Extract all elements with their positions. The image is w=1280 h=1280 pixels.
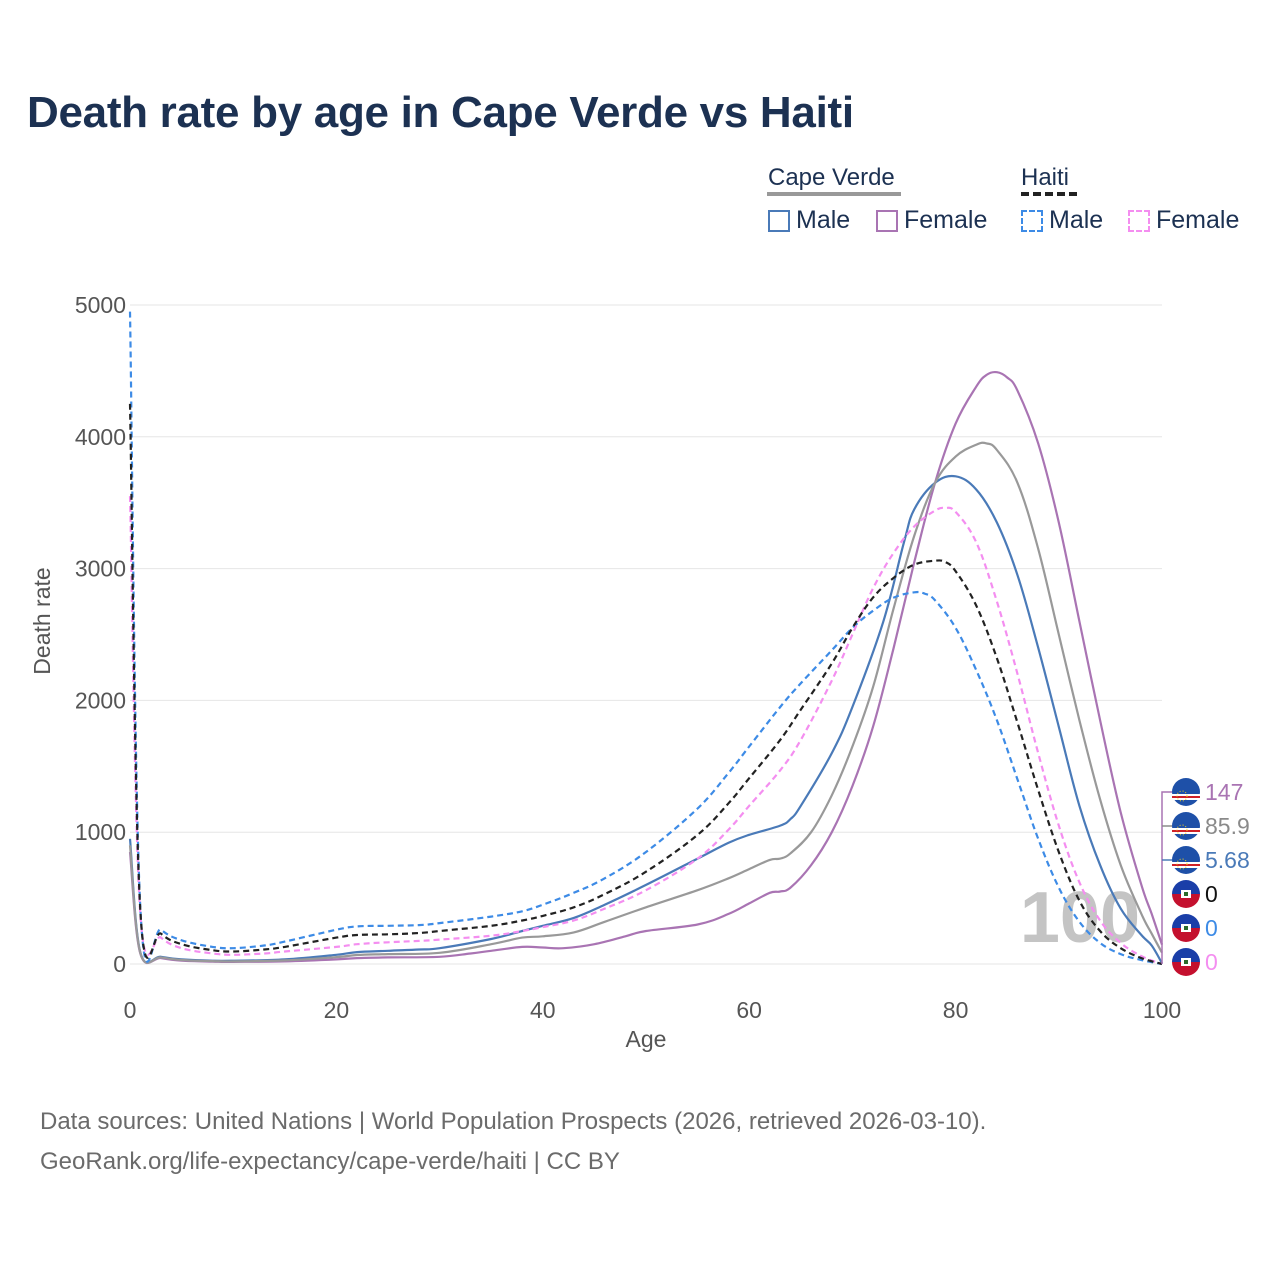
y-axis-label: Death rate [29, 567, 55, 674]
haiti-flag-icon [1172, 948, 1200, 976]
y-tick-label: 1000 [75, 819, 126, 845]
legend-label: Male [796, 206, 851, 234]
legend-item-cape-verde-female[interactable]: Female [876, 206, 987, 235]
y-tick-label: 2000 [75, 687, 126, 713]
legend-group-underline-cape-verde [767, 192, 901, 196]
legend-item-haiti-female[interactable]: Female [1128, 206, 1239, 235]
legend-item-cape-verde-male[interactable]: Male [768, 206, 850, 235]
series-line-haiti-male [128, 311, 1163, 966]
legend-label: Female [1156, 206, 1240, 234]
end-label-value: 0 [1205, 949, 1218, 975]
end-label-connector [1161, 791, 1172, 964]
legend-group-label: Haiti [1021, 164, 1070, 191]
haiti-flag-icon [1172, 880, 1200, 908]
year-watermark: 100 [1020, 878, 1140, 958]
legend-label: Female [904, 206, 988, 234]
legend-swatch [1021, 209, 1043, 232]
y-tick-label: 0 [113, 951, 126, 977]
source-line-2[interactable]: GeoRank.org/life-expectancy/cape-verde/h… [40, 1148, 620, 1175]
x-tick-label: 0 [124, 997, 137, 1023]
cape-verde-flag-icon [1172, 846, 1200, 874]
legend-group-cape-verde[interactable]: Cape Verde [768, 164, 895, 192]
y-tick-label: 4000 [75, 424, 126, 450]
legend-swatch [1128, 209, 1150, 232]
end-label-value: 85.9 [1205, 813, 1250, 839]
x-tick-label: 20 [324, 997, 350, 1023]
grid-lines [130, 304, 1162, 965]
x-tick-label: 80 [943, 997, 969, 1023]
end-label-value: 0 [1205, 915, 1218, 941]
chart-title: Death rate by age in Cape Verde vs Haiti [27, 88, 854, 137]
series-line-haiti-female [128, 496, 1163, 966]
x-tick-label: 40 [530, 997, 556, 1023]
legend-group-underline-haiti [1021, 192, 1077, 196]
series-lines [128, 311, 1164, 966]
legend-item-haiti-male[interactable]: Male [1021, 206, 1103, 235]
x-axis-label: Age [626, 1026, 667, 1052]
legend-group-haiti[interactable]: Haiti [1021, 164, 1069, 192]
series-line-cape-verde-female [128, 370, 1164, 965]
source-line-1: Data sources: United Nations | World Pop… [40, 1108, 987, 1135]
legend-swatch [768, 209, 790, 232]
legend-group-label: Cape Verde [768, 164, 895, 191]
legend-label: Male [1049, 206, 1104, 234]
legend-swatch [876, 209, 898, 232]
end-label-value: 5.68 [1205, 847, 1250, 873]
x-tick-labels: 0 20 40 60 80 100 [124, 997, 1182, 1023]
y-tick-labels: 0 1000 2000 3000 4000 5000 [75, 292, 126, 977]
series-line-cape-verde-male [128, 474, 1163, 964]
series-line-haiti-both [128, 403, 1163, 966]
x-tick-label: 60 [736, 997, 762, 1023]
y-tick-label: 5000 [75, 292, 126, 318]
haiti-flag-icon [1172, 914, 1200, 942]
cape-verde-flag-icon [1172, 778, 1200, 806]
cape-verde-flag-icon [1172, 812, 1200, 840]
x-tick-label: 100 [1143, 997, 1181, 1023]
end-labels: 147 85.9 5.68 0 0 0 [1161, 778, 1250, 976]
series-line-cape-verde-both [128, 441, 1163, 964]
end-label-value: 0 [1205, 881, 1218, 907]
end-label-value: 147 [1205, 779, 1243, 805]
y-tick-label: 3000 [75, 556, 126, 582]
